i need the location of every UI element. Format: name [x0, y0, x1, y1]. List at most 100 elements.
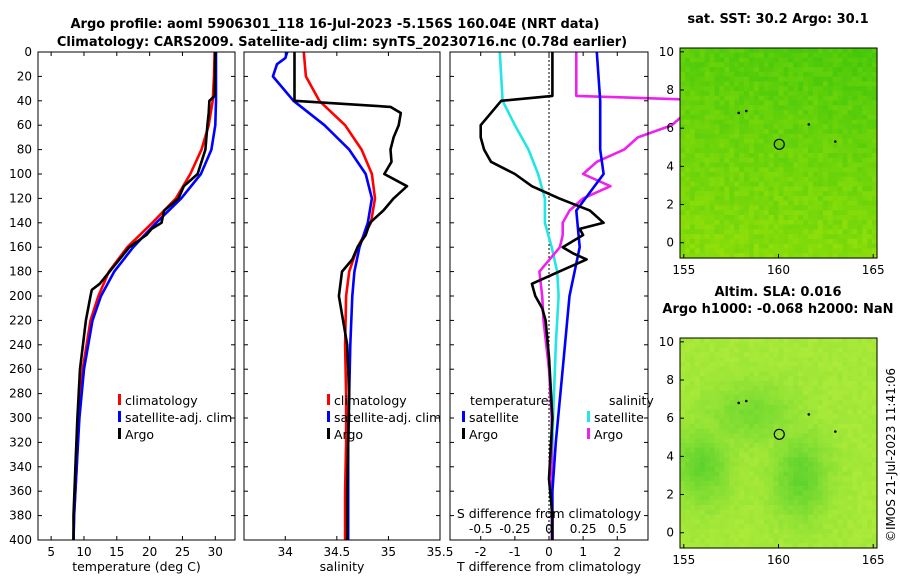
map-cell — [704, 338, 711, 344]
map-cell — [748, 67, 755, 73]
map-cell — [822, 371, 829, 377]
map-cell — [768, 86, 775, 92]
map-cell — [788, 452, 794, 458]
map-cell — [734, 490, 740, 497]
map-cell — [803, 76, 809, 83]
map-cell — [714, 90, 720, 97]
map-cell — [822, 110, 829, 116]
map-cell — [699, 153, 706, 159]
map-cell — [744, 238, 750, 245]
map-cell — [773, 505, 780, 511]
map-cell — [822, 138, 829, 145]
map-cell — [699, 62, 706, 68]
map-cell — [793, 133, 799, 140]
map-cell — [872, 86, 878, 92]
map-cell — [862, 338, 868, 344]
map-cell — [872, 71, 878, 78]
map-cell — [748, 371, 755, 377]
map-cell — [788, 200, 794, 207]
map-cell — [798, 528, 804, 535]
map-cell — [822, 490, 829, 497]
map-cell — [739, 133, 745, 140]
map-cell — [680, 200, 686, 207]
map-cell — [758, 48, 765, 54]
map-cell — [734, 423, 740, 430]
map-cell — [793, 471, 799, 478]
map-cell — [847, 81, 853, 87]
map-cell — [724, 505, 730, 511]
map-cell — [694, 67, 701, 73]
map-cell — [812, 447, 819, 454]
map-cell — [748, 86, 755, 92]
map-cell — [753, 400, 760, 406]
map-cell — [867, 500, 873, 506]
map-cell — [773, 90, 780, 97]
map-cell — [872, 219, 878, 226]
map-cell — [812, 519, 819, 525]
map-cell — [803, 90, 809, 97]
map-cell — [729, 419, 735, 425]
map-cell — [808, 157, 814, 164]
map-cell — [734, 476, 740, 482]
map-cell — [724, 124, 730, 130]
map-cell — [827, 90, 834, 97]
map-cell — [812, 67, 819, 73]
map-cell — [842, 471, 849, 478]
map-cell — [694, 395, 701, 401]
map-cell — [822, 148, 829, 154]
map-cell — [803, 481, 809, 487]
map-cell — [822, 191, 829, 197]
map-cell — [793, 143, 799, 149]
map-cell — [680, 443, 686, 449]
map-cell — [680, 524, 686, 530]
map-cell — [847, 186, 853, 192]
map-cell — [724, 234, 730, 240]
map-cell — [842, 409, 849, 415]
map-cell — [734, 514, 740, 520]
map-cell — [872, 481, 878, 487]
map-cell — [827, 200, 834, 207]
map-cell — [714, 423, 720, 430]
satellite-line — [271, 51, 374, 540]
map-cell — [709, 509, 716, 516]
map-cell — [842, 215, 849, 221]
map-cell — [729, 466, 735, 473]
map-cell — [714, 67, 720, 73]
map-cell — [744, 505, 750, 511]
map-cell — [827, 48, 834, 54]
map-cell — [808, 215, 814, 221]
map-cell — [842, 229, 849, 235]
map-cell — [808, 67, 814, 73]
map-cell — [872, 181, 878, 188]
map-cell — [872, 357, 878, 363]
map-cell — [763, 167, 770, 173]
map-cell — [689, 528, 696, 535]
map-cell — [798, 76, 804, 83]
map-cell — [778, 105, 785, 111]
map-cell — [817, 90, 824, 97]
map-cell — [832, 157, 839, 164]
map-cell — [734, 443, 740, 449]
map-cell — [684, 447, 691, 454]
difference-axes-box — [449, 51, 649, 541]
map-cell — [734, 390, 740, 396]
map-cell — [798, 114, 804, 121]
map-cell — [857, 114, 863, 121]
map-cell — [699, 452, 706, 458]
map-cell — [680, 376, 686, 382]
map-cell — [793, 476, 799, 482]
map-cell — [837, 229, 844, 235]
map-cell — [778, 366, 785, 373]
map-cell — [783, 234, 789, 240]
map-cell — [714, 48, 720, 54]
island-dot — [807, 413, 811, 416]
map-cell — [857, 52, 863, 59]
map-cell — [709, 347, 716, 353]
map-cell — [867, 447, 873, 454]
map-cell — [788, 234, 794, 240]
map-cell — [714, 438, 720, 444]
map-cell — [847, 105, 853, 111]
map-cell — [704, 500, 711, 506]
map-cell — [753, 205, 760, 211]
map-cell — [734, 385, 740, 392]
